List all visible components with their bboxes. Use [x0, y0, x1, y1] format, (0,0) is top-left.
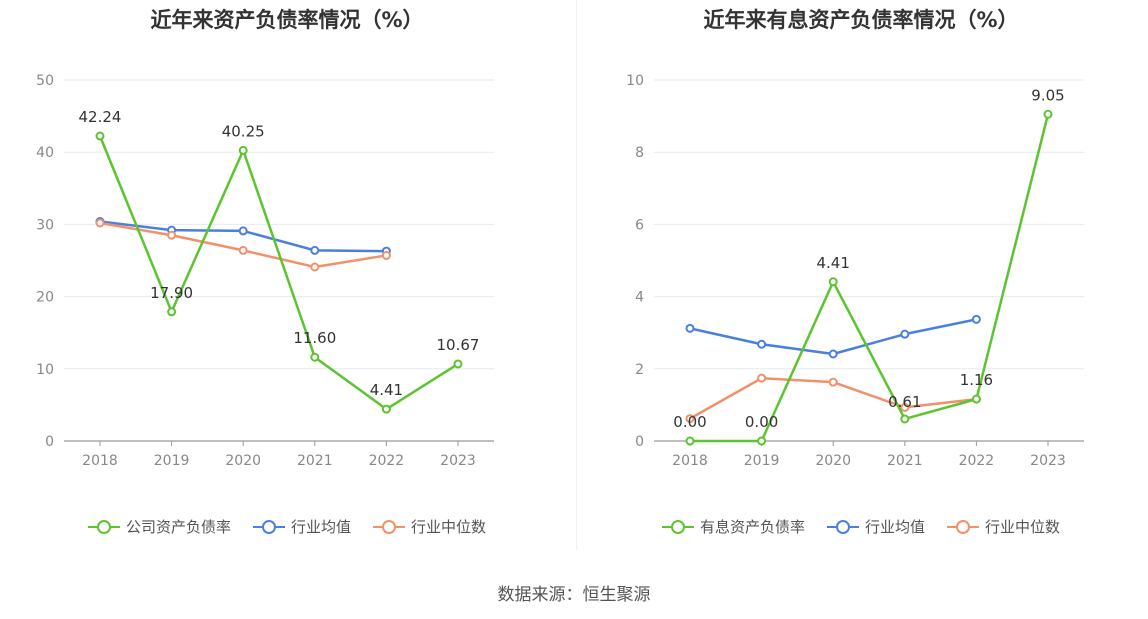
- data-label: 17.90: [150, 284, 193, 302]
- legend-item[interactable]: 行业均值: [252, 516, 351, 537]
- legend-marker-icon: [252, 519, 285, 535]
- x-tick-label: 2019: [154, 453, 190, 469]
- series-line: [690, 113, 1050, 443]
- data-point[interactable]: [685, 436, 695, 446]
- data-point[interactable]: [757, 373, 767, 383]
- data-label: 0.00: [673, 413, 706, 431]
- legend-label: 有息资产负债率: [699, 518, 805, 536]
- data-point[interactable]: [310, 245, 320, 255]
- data-point[interactable]: [381, 404, 391, 414]
- data-label: 10.67: [437, 336, 480, 354]
- data-point[interactable]: [238, 245, 248, 255]
- data-point[interactable]: [757, 436, 767, 446]
- data-label: 11.60: [293, 329, 336, 347]
- data-label: 42.24: [79, 108, 122, 126]
- chart-legend: 有息资产负债率 行业均值 行业中位数: [574, 516, 1148, 537]
- chart-plot-area: 0 2 4 6 8 10 2018 2019 2020 2021 2022 2023 0.00 0.00 4…: [626, 73, 1084, 469]
- chart-panel-right: 近年来有息资产负债率情况（%） 0 2 4 6 8 10 2018 2019 2020 2021 2…: [574, 0, 1148, 560]
- legend-label: 行业均值: [864, 518, 925, 536]
- legend-item[interactable]: 行业均值: [826, 516, 925, 537]
- y-tick-label: 10: [626, 73, 644, 89]
- y-tick-label: 10: [36, 362, 54, 378]
- legend-marker-icon: [947, 519, 979, 535]
- data-point[interactable]: [453, 359, 463, 369]
- legend-item[interactable]: 公司资产负债率: [87, 516, 231, 537]
- data-point[interactable]: [971, 394, 981, 404]
- data-point[interactable]: [167, 307, 177, 317]
- y-tick-label: 30: [36, 217, 54, 233]
- data-point[interactable]: [757, 339, 767, 349]
- x-tick-label: 2023: [440, 453, 476, 469]
- data-point[interactable]: [238, 226, 248, 236]
- data-label: 40.25: [222, 122, 265, 140]
- legend-item[interactable]: 行业中位数: [947, 516, 1060, 537]
- legend-label: 公司资产负债率: [125, 518, 231, 536]
- data-point[interactable]: [310, 262, 320, 272]
- x-tick-label: 2020: [815, 453, 851, 469]
- chart-plot-area: 0 10 20 30 40 50 2018 2019 2020 2021 2022 2023 42.24…: [36, 73, 494, 469]
- y-tick-label: 40: [36, 145, 54, 161]
- y-tick-label: 8: [635, 145, 644, 161]
- data-label: 0.61: [888, 393, 921, 411]
- data-label: 4.41: [370, 381, 403, 399]
- data-source-caption: 数据来源：恒生聚源: [497, 585, 651, 605]
- data-point[interactable]: [828, 277, 838, 287]
- data-point[interactable]: [167, 230, 177, 240]
- x-tick-label: 2021: [297, 453, 333, 469]
- data-point[interactable]: [238, 145, 248, 155]
- chart-title: 近年来资产负债率情况（%）: [150, 8, 424, 32]
- y-tick-label: 50: [36, 73, 54, 89]
- y-tick-label: 2: [635, 362, 644, 378]
- data-point[interactable]: [828, 349, 838, 359]
- y-tick-label: 0: [635, 434, 644, 450]
- data-label: 9.05: [1031, 86, 1064, 104]
- x-tick-label: 2018: [672, 453, 708, 469]
- data-point[interactable]: [95, 218, 105, 228]
- data-point[interactable]: [828, 377, 838, 387]
- x-tick-label: 2022: [369, 453, 405, 469]
- x-tick-label: 2022: [959, 453, 995, 469]
- data-point[interactable]: [900, 414, 910, 424]
- y-tick-label: 4: [635, 290, 644, 306]
- legend-item[interactable]: 行业中位数: [373, 516, 486, 537]
- data-point[interactable]: [971, 314, 981, 324]
- data-point[interactable]: [685, 323, 695, 333]
- data-point[interactable]: [1043, 109, 1053, 119]
- legend-marker-icon: [87, 519, 120, 535]
- data-label: 4.41: [816, 254, 849, 272]
- legend-label: 行业中位数: [411, 518, 487, 536]
- legend-marker-icon: [826, 519, 859, 535]
- x-tick-label: 2021: [887, 453, 923, 469]
- data-label: 0.00: [745, 413, 778, 431]
- legend-label: 行业中位数: [985, 518, 1061, 536]
- data-point[interactable]: [900, 402, 910, 412]
- y-tick-label: 0: [45, 434, 54, 450]
- legend-marker-icon: [661, 519, 694, 535]
- legend-item[interactable]: 有息资产负债率: [661, 516, 805, 537]
- x-tick-label: 2018: [82, 453, 118, 469]
- data-point[interactable]: [685, 414, 695, 424]
- x-tick-label: 2020: [225, 453, 261, 469]
- panel-divider: [576, 0, 577, 550]
- data-point[interactable]: [381, 250, 391, 260]
- data-label: 1.16: [960, 371, 993, 389]
- x-tick-label: 2023: [1030, 453, 1066, 469]
- series-line: [98, 135, 459, 411]
- data-point[interactable]: [310, 352, 320, 362]
- data-point[interactable]: [95, 131, 105, 141]
- y-tick-label: 6: [635, 217, 644, 233]
- chart-title: 近年来有息资产负债率情况（%）: [703, 8, 1019, 32]
- series-line: [689, 318, 977, 356]
- legend-marker-icon: [373, 519, 405, 535]
- x-tick-label: 2019: [744, 453, 780, 469]
- data-point[interactable]: [900, 329, 910, 339]
- chart-panel-left: 近年来资产负债率情况（%） 0 10 20 30 40 50 2018 2019 2020 202…: [0, 0, 574, 560]
- legend-label: 行业均值: [290, 518, 351, 536]
- chart-legend: 公司资产负债率 行业均值 行业中位数: [0, 516, 574, 537]
- y-tick-label: 20: [36, 290, 54, 306]
